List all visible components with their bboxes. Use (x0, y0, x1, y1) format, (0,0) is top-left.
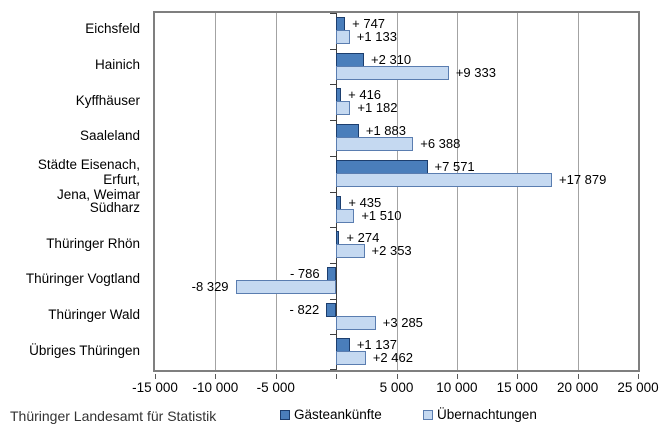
zero-axis-line (336, 13, 338, 370)
value-axis-tick-label: 15 000 (496, 380, 538, 395)
category-axis-labels: Eichsfeld Hainich Kyffhäuser Saaleland Städt… (0, 11, 146, 372)
category-label: Saaleland (79, 128, 140, 144)
bar-value-label: + 274 (346, 230, 380, 246)
category-label: Hainich (94, 57, 140, 73)
bar-gaesteankuenfte (336, 17, 346, 31)
value-axis: -15 000 -10 000 -5 000 5 000 10 000 15 000 20 … (132, 372, 659, 398)
bar-uebernachtungen (336, 244, 365, 259)
legend: Gästeankünfte Übernachtungen (0, 407, 668, 427)
legend-label-uebernachtungen: Übernachtungen (437, 407, 537, 422)
legend-item-gaesteankuenfte: Gästeankünfte (280, 407, 382, 422)
value-axis-tick-label: 25 000 (617, 380, 659, 395)
category-label: Thüringer Vogtland (25, 271, 140, 287)
bar-uebernachtungen (336, 208, 355, 223)
bar-uebernachtungen (336, 30, 350, 44)
value-axis-tick (215, 374, 217, 379)
category-axis-tick (330, 299, 337, 300)
bar-gaesteankuenfte (326, 266, 337, 281)
category-label: Kyffhäuser (75, 92, 140, 108)
value-axis-tick-label: -10 000 (192, 380, 239, 395)
gridline (577, 13, 579, 370)
value-axis-tick-label: 10 000 (436, 380, 478, 395)
bar-gaesteankuenfte (336, 88, 342, 103)
bar-uebernachtungen (336, 101, 351, 116)
legend-swatch-gaesteankuenfte (280, 409, 290, 420)
bar-value-label: +2 462 (372, 350, 413, 366)
legend-item-uebernachtungen: Übernachtungen (423, 407, 537, 422)
gridline (275, 13, 277, 370)
bar-value-label: +2 353 (371, 243, 412, 259)
category-axis-tick (330, 49, 337, 50)
category-axis-tick (330, 156, 337, 157)
bar-value-label: +6 388 (420, 136, 461, 152)
bar-uebernachtungen (336, 65, 449, 80)
bar-value-label: +17 879 (559, 171, 607, 187)
gridline (215, 13, 217, 370)
bar-uebernachtungen (235, 279, 337, 294)
category-label: Thüringer Rhön (46, 235, 140, 251)
bar-uebernachtungen (336, 172, 552, 187)
bar-gaesteankuenfte (336, 195, 342, 210)
bar-value-label: + 435 (348, 194, 382, 210)
bar-gaesteankuenfte (336, 159, 428, 174)
value-axis-tick (396, 374, 398, 379)
category-label: Eichsfeld (85, 21, 140, 37)
gridline (456, 13, 458, 370)
bar-value-label: +2 310 (371, 51, 412, 67)
legend-swatch-uebernachtungen (423, 409, 433, 420)
bar-value-label: +9 333 (455, 64, 496, 80)
value-axis-tick (155, 374, 156, 379)
bar-gaesteankuenfte (336, 124, 359, 139)
category-label: Übriges Thüringen (29, 342, 140, 358)
footer-source: Thüringer Landesamt für Statistik (10, 408, 217, 424)
legend-label-gaesteankuenfte: Gästeankünfte (294, 407, 382, 422)
category-axis-tick (330, 227, 337, 228)
gridline (396, 13, 398, 370)
value-axis-tick (517, 374, 519, 379)
value-axis-tick (638, 374, 639, 379)
value-axis-tick-label: 5 000 (379, 380, 414, 395)
category-label: Südharz (89, 199, 140, 215)
bar-uebernachtungen (336, 315, 376, 330)
category-axis-tick (330, 120, 337, 121)
bar-value-label: - 786 (289, 265, 320, 281)
category-axis-tick (330, 192, 337, 193)
category-axis-tick (330, 369, 337, 370)
bar-value-label: +3 285 (382, 314, 423, 330)
value-axis-tick (275, 374, 277, 379)
category-label: Städte Eisenach, Erfurt, Jena, Weimar (37, 156, 140, 202)
bar-value-label: +1 883 (365, 123, 406, 139)
bar-gaesteankuenfte (336, 52, 365, 67)
value-axis-tick (577, 374, 579, 379)
bar-value-label: +7 571 (434, 158, 475, 174)
category-axis-tick (330, 263, 337, 264)
value-axis-tick-label: 20 000 (556, 380, 599, 395)
bar-value-label: - 822 (289, 301, 320, 317)
bar-value-label: +1 182 (357, 100, 398, 116)
bar-uebernachtungen (336, 351, 366, 366)
plot-area: + 747 +2 310 + 416 +1 883 +7 571 + 435 + 274 - … (153, 11, 640, 372)
category-axis-tick (330, 13, 337, 14)
bar-value-label: +1 510 (361, 207, 402, 223)
bar-value-label: +1 137 (356, 337, 397, 353)
bar-value-label: + 416 (348, 87, 382, 103)
bar-gaesteankuenfte (326, 302, 337, 317)
bar-uebernachtungen (336, 137, 414, 152)
bar-gaesteankuenfte (336, 231, 340, 246)
bar-value-label: + 747 (352, 16, 386, 31)
bar-gaesteankuenfte (336, 338, 350, 353)
category-axis-tick (330, 334, 337, 335)
value-axis-tick (336, 374, 338, 379)
value-axis-tick-label: -5 000 (256, 380, 295, 395)
bar-value-label: -8 329 (191, 278, 229, 294)
value-axis-tick (456, 374, 458, 379)
category-label: Thüringer Wald (48, 306, 140, 322)
gridline (517, 13, 519, 370)
value-axis-tick-label: -15 000 (132, 380, 178, 395)
category-axis-tick (330, 84, 337, 85)
bar-value-label: +1 133 (356, 29, 397, 44)
